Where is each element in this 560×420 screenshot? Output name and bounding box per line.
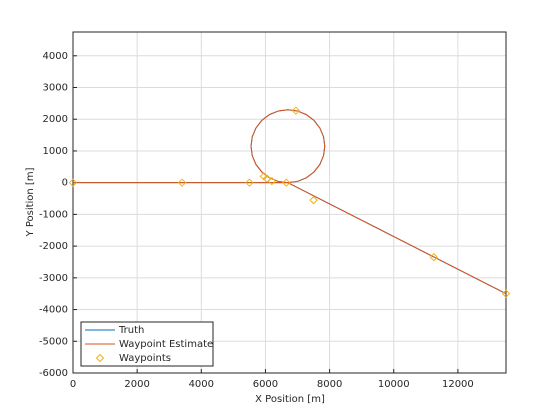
- waypoint-marker: [267, 176, 277, 186]
- y-tick-label: 4000: [43, 51, 68, 62]
- legend: Truth Waypoint Estimate Waypoints: [80, 321, 214, 367]
- waypoint-marker: [68, 178, 78, 187]
- y-tick-label: 2000: [43, 114, 68, 125]
- waypoint-marker: [282, 178, 291, 187]
- waypoint-marker: [245, 178, 254, 187]
- y-axis-label: Y Position [m]: [25, 167, 36, 237]
- legend-swatch: [95, 353, 105, 363]
- waypoint-marker: [429, 253, 439, 262]
- y-tick-label: -6000: [39, 368, 68, 379]
- x-axis-label: X Position [m]: [255, 394, 325, 405]
- waypoint-marker: [262, 174, 272, 183]
- x-tick-label: 8000: [317, 379, 342, 390]
- x-tick-label: 10000: [378, 379, 410, 390]
- plot-area: [73, 32, 506, 373]
- y-tick-label: -3000: [39, 273, 68, 284]
- y-tick-label: -5000: [39, 336, 68, 347]
- series-line: [73, 109, 507, 295]
- x-tick-label: 2000: [124, 379, 149, 390]
- x-tick-label: 4000: [189, 379, 214, 390]
- x-tick-label: 0: [70, 379, 76, 390]
- y-tick-label: -1000: [39, 209, 68, 220]
- y-tick-label: 0: [62, 178, 68, 189]
- y-tick-label: -2000: [39, 241, 68, 252]
- x-tick-label: 6000: [253, 379, 278, 390]
- axes-box: [72, 31, 507, 374]
- y-tick-label: 1000: [43, 146, 68, 157]
- x-tick-label: 12000: [442, 379, 474, 390]
- waypoint-marker: [309, 195, 318, 205]
- legend-label: Truth: [118, 325, 144, 336]
- waypoint-marker: [177, 178, 187, 187]
- waypoint-marker: [291, 106, 301, 115]
- waypoint-marker: [259, 172, 269, 181]
- legend-label: Waypoint Estimate: [119, 339, 213, 350]
- y-tick-label: 3000: [43, 83, 68, 94]
- y-tick-label: -4000: [39, 305, 68, 316]
- legend-label: Waypoints: [119, 353, 171, 364]
- waypoint-marker: [501, 289, 511, 298]
